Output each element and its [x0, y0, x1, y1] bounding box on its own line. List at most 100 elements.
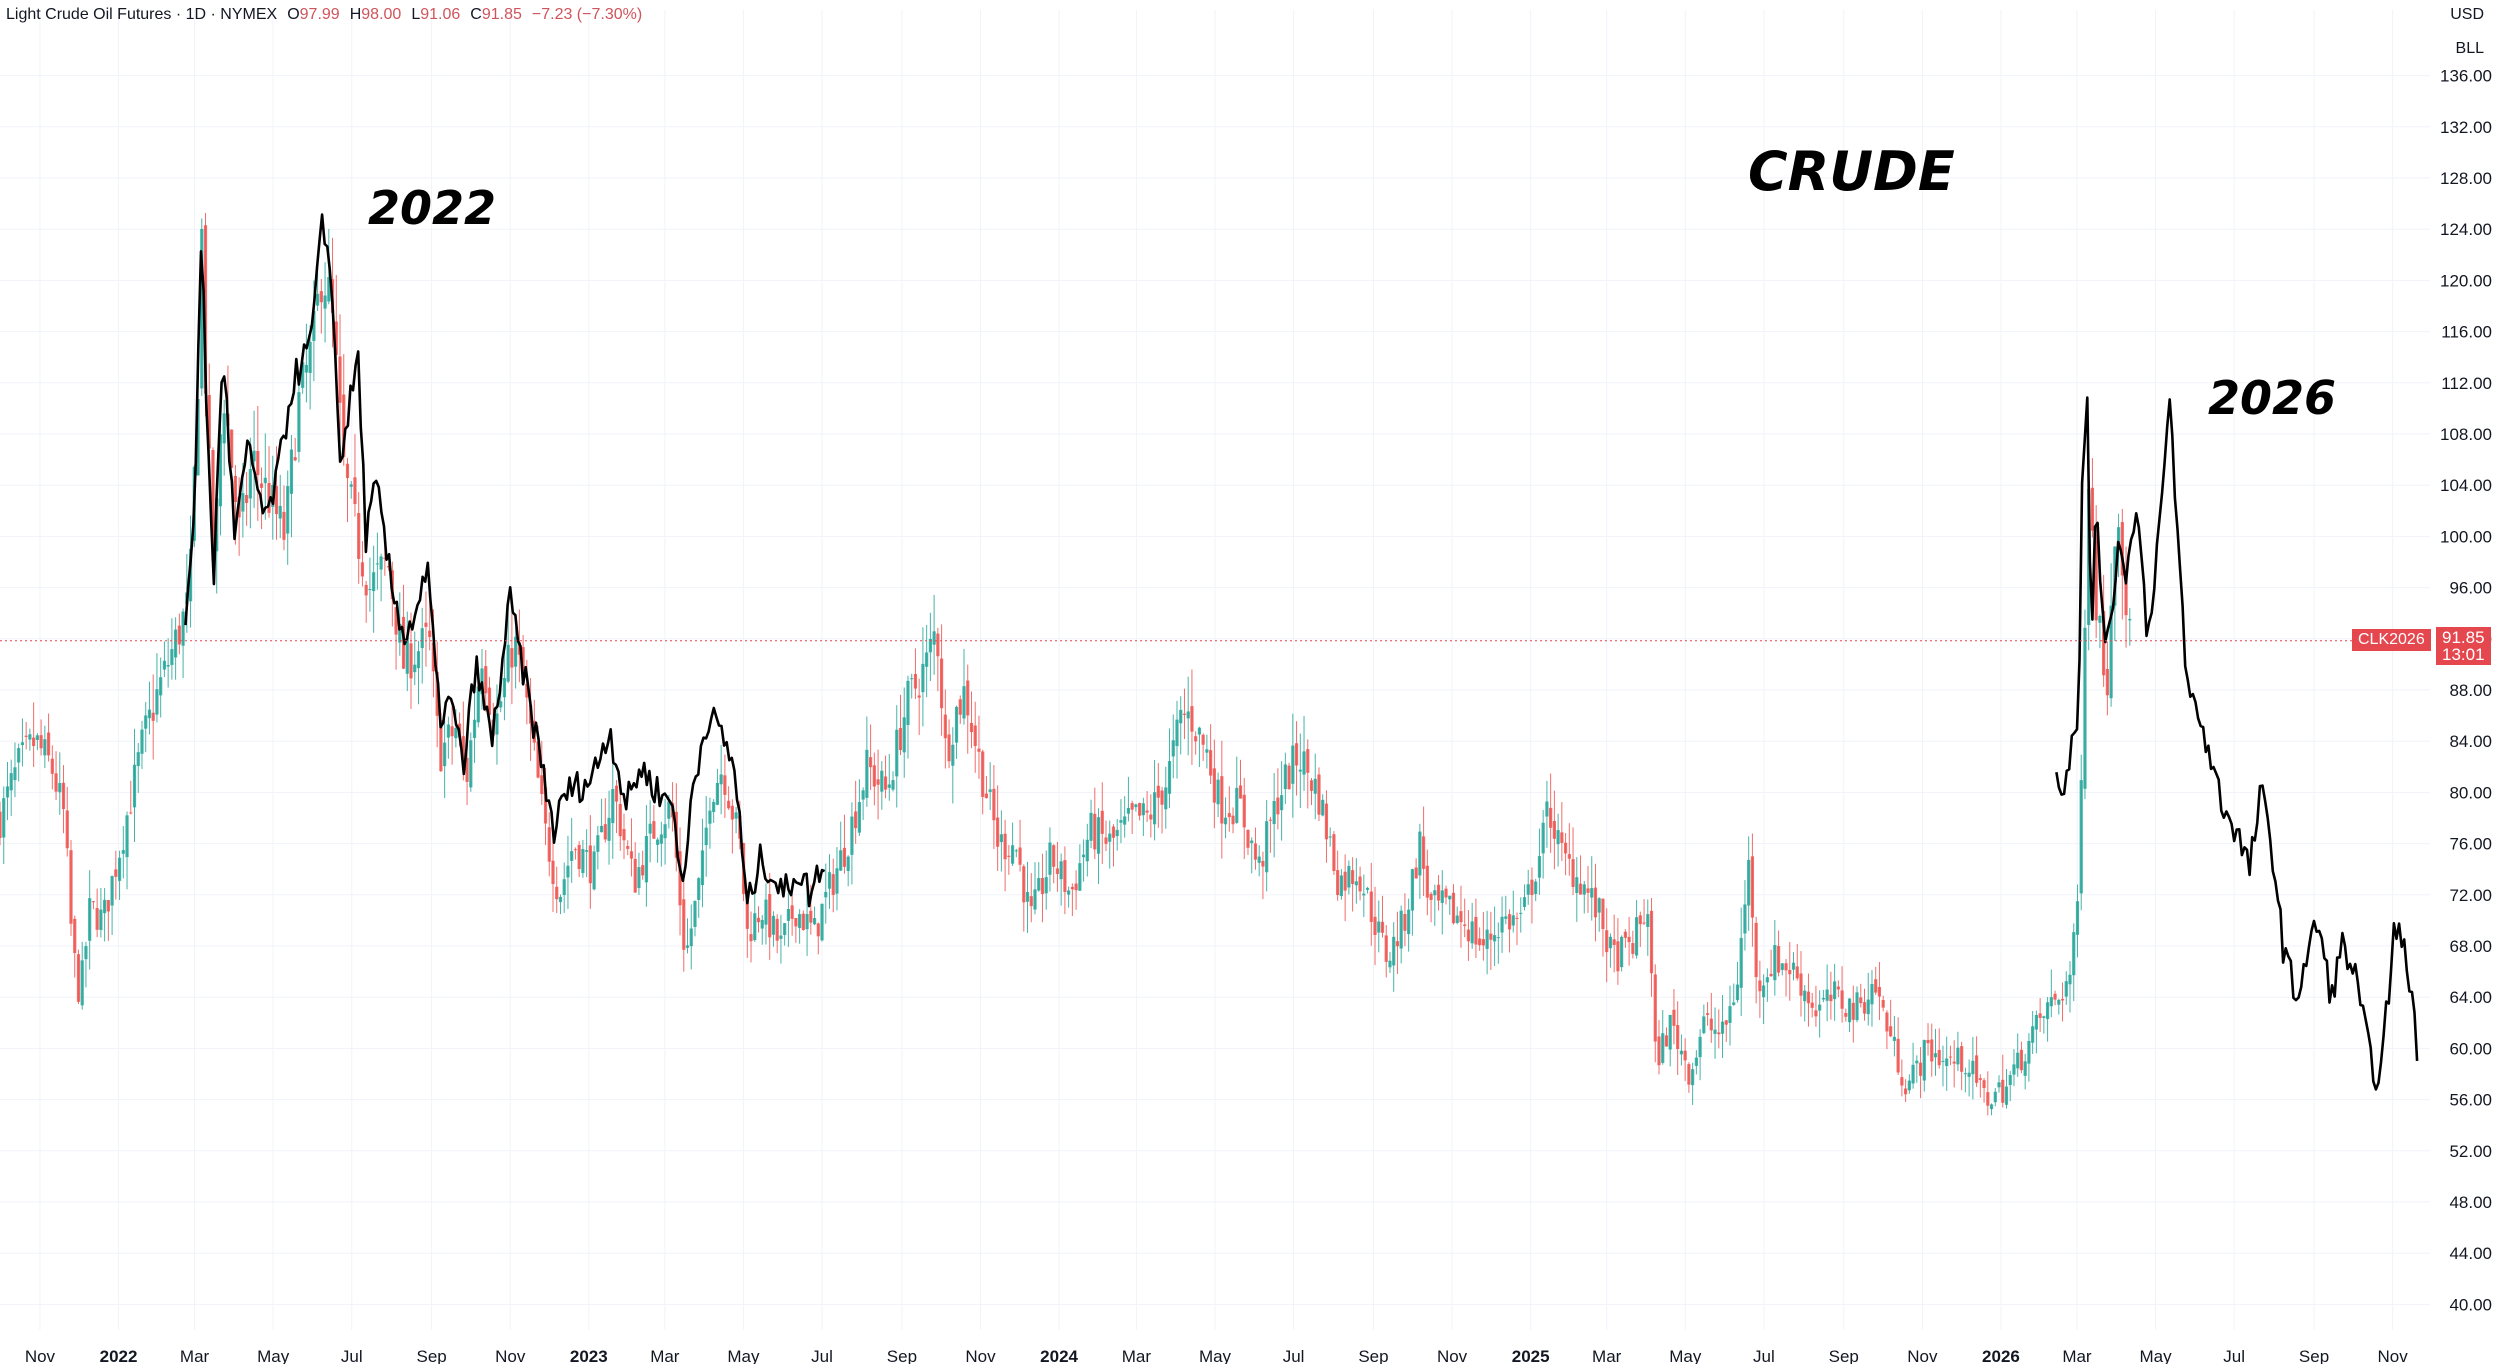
candle-body: [861, 790, 865, 800]
candle-body: [1836, 986, 1840, 990]
candle-body: [1067, 890, 1071, 895]
candle-body: [1029, 896, 1033, 907]
y-tick-label: 116.00: [2441, 323, 2492, 342]
candle-body: [1362, 893, 1366, 896]
candle-body: [147, 709, 152, 719]
candle-body: [1534, 881, 1538, 894]
candle-body: [1810, 1002, 1814, 1008]
candle-body: [398, 623, 402, 643]
candle-body: [1037, 878, 1041, 891]
candle-body: [1522, 897, 1527, 907]
candle-body: [2027, 1040, 2031, 1064]
candle-body: [1436, 884, 1441, 901]
x-tick-label: Mar: [1592, 1347, 1622, 1364]
candle-body: [140, 729, 144, 754]
candle-body: [1123, 816, 1127, 825]
candle-body: [28, 734, 32, 740]
candle-body: [241, 493, 245, 512]
x-axis[interactable]: Nov 2022 Mar May Jul Sep Nov 2023 Mar May Jul Sep No…: [25, 1347, 2408, 1366]
candle-body: [816, 923, 820, 937]
candle-body: [289, 449, 294, 494]
candle-body: [1347, 865, 1351, 888]
candle-body: [1930, 1039, 1934, 1062]
candle-body: [1444, 888, 1448, 898]
candle-body: [603, 824, 607, 840]
candle-body: [641, 865, 645, 876]
y-tick-label: 68.00: [2449, 937, 2492, 956]
candle-body: [1216, 779, 1220, 805]
y-tick-label: 48.00: [2449, 1193, 2492, 1212]
candle-body: [1922, 1040, 1926, 1081]
candle-body: [80, 960, 84, 1006]
high-value: 98.00: [361, 6, 402, 23]
candle-body: [1272, 801, 1276, 825]
y-tick-label: 56.00: [2449, 1091, 2492, 1110]
x-tick-label: Nov: [1907, 1347, 1938, 1364]
candle-body: [954, 706, 959, 743]
candle-body: [883, 776, 888, 790]
candle-body: [1164, 787, 1168, 810]
candle-body: [1762, 985, 1766, 998]
symbol-legend[interactable]: Light Crude Oil Futures · 1D · NYMEX O 9…: [6, 6, 642, 24]
candle-body: [1563, 842, 1568, 854]
candle-body: [1291, 745, 1295, 784]
candle-body: [1223, 817, 1228, 825]
candle-body: [570, 851, 574, 861]
candle-body: [969, 722, 974, 733]
candle-body: [723, 775, 727, 795]
candle-body: [540, 775, 544, 795]
candle-body: [1698, 1036, 1702, 1058]
candle-body: [1720, 1021, 1725, 1034]
candle-body: [1078, 863, 1082, 891]
candle-body: [760, 919, 764, 929]
candle-body: [177, 625, 181, 645]
candle-body: [43, 739, 47, 756]
candle-body: [648, 823, 652, 834]
y-tick-label: 76.00: [2449, 835, 2492, 854]
candle-body: [132, 764, 137, 808]
candle-body: [1492, 935, 1497, 942]
candle-body: [1018, 847, 1022, 865]
candle-body: [783, 923, 787, 935]
candle-body: [947, 734, 951, 762]
candle-body: [1788, 969, 1792, 975]
candle-body: [1265, 821, 1269, 873]
candle-body: [405, 637, 409, 674]
candle-body: [1814, 1010, 1818, 1017]
x-tick-label: Nov: [965, 1347, 996, 1364]
grid-lines: [0, 10, 2430, 1330]
candle-body: [304, 364, 308, 373]
candle-body: [2060, 998, 2065, 1001]
x-tick-label: Mar: [1122, 1347, 1152, 1364]
candle-body: [906, 680, 910, 726]
candle-body: [1616, 941, 1620, 972]
candle-body: [84, 946, 88, 960]
x-tick-label: Sep: [887, 1347, 917, 1364]
candle-body: [1055, 868, 1060, 874]
candle-body: [753, 913, 757, 941]
candle-body: [446, 724, 450, 738]
candle-body: [1321, 799, 1325, 816]
candle-body: [1889, 1026, 1893, 1037]
unit-label[interactable]: BLL: [2455, 40, 2484, 57]
candle-body: [1833, 981, 1837, 1000]
candle-body: [805, 913, 809, 930]
candle-body: [1403, 913, 1407, 931]
candle-body: [13, 767, 17, 781]
candle-body: [555, 886, 559, 900]
candle-body: [1197, 727, 1202, 735]
currency-label[interactable]: USD: [2450, 6, 2484, 23]
low-value: 91.06: [420, 6, 461, 23]
candle-body: [2049, 997, 2053, 1007]
candle-body: [928, 638, 932, 653]
y-axis[interactable]: 40.00 44.00 48.00 52.00 56.00 60.00 64.00 68.00…: [2440, 67, 2492, 1315]
bar-countdown: 13:01: [2442, 644, 2485, 664]
candle-body: [1235, 787, 1239, 823]
candle-body: [2045, 1002, 2050, 1020]
y-tick-label: 132.00: [2440, 118, 2492, 137]
candle-body: [1063, 860, 1067, 893]
candle-body: [1799, 973, 1803, 996]
candle-body: [1982, 1080, 1986, 1089]
